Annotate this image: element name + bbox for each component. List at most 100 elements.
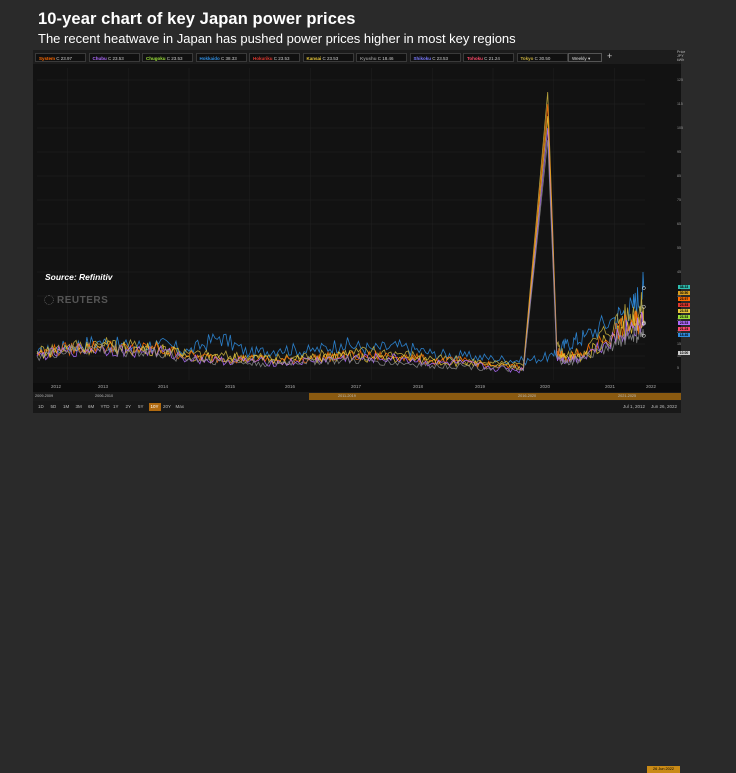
year-label: 2018 xyxy=(413,384,424,389)
last-value-label: 23.53 xyxy=(678,303,690,308)
range-button[interactable]: 20Y xyxy=(163,404,172,409)
year-label: 2020 xyxy=(540,384,551,389)
range-button[interactable]: 1Y xyxy=(113,404,119,409)
source-note: Source: Refinitiv xyxy=(45,272,113,282)
chart-subtitle: The recent heatwave in Japan has pushed … xyxy=(38,31,516,46)
last-value-label: 23.53 xyxy=(678,315,690,320)
end-date[interactable]: Jun 26, 2022 xyxy=(651,404,678,409)
legend-item-name: Kansai xyxy=(306,56,322,61)
y-tick-label: 55 xyxy=(677,246,681,250)
start-date[interactable]: Jul 1, 2012 xyxy=(623,404,646,409)
y-tick-label: 10 xyxy=(677,354,681,358)
year-label: 2014 xyxy=(158,384,169,389)
legend-item-name: Tokyo xyxy=(520,56,534,61)
legend-item-value: C 23.53 xyxy=(321,56,339,61)
y-tick-label: 20 xyxy=(677,330,681,334)
year-label: 2022 xyxy=(646,384,657,389)
legend-item-name: Shikoku xyxy=(413,56,432,61)
y-axis-header-line: kWh xyxy=(677,58,685,63)
year-label: 2021 xyxy=(605,384,616,389)
legend-item[interactable]: Tohoku C 21.24 xyxy=(463,53,514,62)
legend-item-value: C 23.97 xyxy=(55,56,73,61)
legend-item[interactable]: Kansai C 23.53 xyxy=(302,53,354,62)
navigator-label: 2011-2019 xyxy=(338,393,356,398)
y-axis-header: Price JPY kWh xyxy=(677,50,693,63)
legend-item-value: C 23.53 xyxy=(431,56,449,61)
range-button[interactable]: 10Y xyxy=(148,403,161,411)
legend-item[interactable]: Tokyo C 30.50 xyxy=(516,53,568,62)
legend-item[interactable]: Hokuriku C 23.53 xyxy=(249,53,300,62)
range-button[interactable]: 1D xyxy=(38,404,44,409)
legend-item-name: Hokuriku xyxy=(253,56,273,61)
year-label: 2016 xyxy=(285,384,296,389)
y-tick-label: 45 xyxy=(677,270,681,274)
y-tick-label: 85 xyxy=(677,174,681,178)
chart-panel: System C 23.97 Chubu C 23.53 Chugoku C 23.… xyxy=(33,50,690,413)
legend-item-name: Kyushu xyxy=(360,56,377,61)
range-button[interactable]: 5Y xyxy=(138,404,144,409)
range-button[interactable]: 6M xyxy=(88,404,95,409)
range-toolbar: Jul 1, 2012 Jun 26, 2022 1D 5D 1M 3M 6M YTD 1Y… xyxy=(33,401,681,413)
last-value-label: 21.24 xyxy=(678,327,690,332)
frequency-dropdown[interactable]: Weekly ▾ xyxy=(568,53,602,62)
y-axis-header-line: JPY xyxy=(677,54,684,59)
year-label: 2017 xyxy=(351,384,362,389)
series-end-marker xyxy=(641,333,646,338)
legend-item[interactable]: Kyushu C 18.46 xyxy=(356,53,407,62)
year-label: 2013 xyxy=(98,384,109,389)
navigator-label: 2016-2020 xyxy=(518,393,537,398)
add-series-icon[interactable]: + xyxy=(607,51,613,61)
navigator-label: 2021-2025 xyxy=(618,393,637,398)
series-line-kyushu[interactable] xyxy=(36,139,645,373)
year-label: 2012 xyxy=(51,384,62,389)
navigator-selection[interactable] xyxy=(309,393,681,400)
range-button[interactable]: 1M xyxy=(63,404,70,409)
chevron-down-icon: ▾ xyxy=(587,56,591,61)
series-end-marker xyxy=(641,321,646,326)
timeline-navigator[interactable]: 2009-2009 2006-2010 2011-2019 2016-2020 2021… xyxy=(33,392,681,401)
legend-item[interactable]: Hokkaido C 38.33 xyxy=(195,53,247,62)
reuters-logo-text: REUTERS xyxy=(57,295,109,306)
last-value-label: 23.53 xyxy=(678,309,690,314)
y-tick-label: 125 xyxy=(677,78,683,82)
y-tick-label: 65 xyxy=(677,222,681,226)
legend-item-name: Chugoku xyxy=(146,56,166,61)
legend-item-value: C 30.50 xyxy=(533,56,551,61)
range-button[interactable]: 3M xyxy=(75,404,82,409)
range-button[interactable]: 2Y xyxy=(125,404,132,409)
range-button[interactable]: Max xyxy=(175,404,185,409)
legend-item[interactable]: Chugoku C 23.53 xyxy=(142,53,193,62)
y-tick-label: 115 xyxy=(677,102,683,106)
y-tick-label: 35 xyxy=(677,294,681,298)
legend-item-value: C 21.24 xyxy=(482,56,500,61)
last-value-label: 30.50 xyxy=(678,291,690,296)
reuters-logo-icon xyxy=(44,295,54,305)
legend-item-value: C 23.53 xyxy=(165,56,183,61)
legend-item[interactable]: Shikoku C 23.53 xyxy=(409,53,461,62)
legend-item[interactable]: Chubu C 23.53 xyxy=(88,53,140,62)
year-label: 2019 xyxy=(475,384,486,389)
navigator-label: 2009-2009 xyxy=(35,393,54,398)
legend-item-name: Hokkaido xyxy=(199,56,220,61)
range-button[interactable]: YTD xyxy=(100,404,110,409)
series-end-marker xyxy=(641,286,646,290)
legend-item[interactable]: System C 23.97 xyxy=(35,53,86,62)
y-tick-label: 5 xyxy=(677,366,679,370)
frequency-label: Weekly xyxy=(572,56,587,61)
y-tick-label: 75 xyxy=(677,198,681,202)
date-badge: 26 Jun 2022 xyxy=(647,766,680,773)
last-value-label: 10.00 xyxy=(678,351,690,356)
legend-item-value: C 23.53 xyxy=(272,56,290,61)
legend-item-name: System xyxy=(39,56,56,61)
last-value-label: 18.46 xyxy=(678,333,690,338)
y-axis-header-line: Price xyxy=(677,50,686,54)
year-axis: 26 Jun 2022 2012 2013 2014 2015 2016 2017 2018… xyxy=(33,383,681,773)
last-value-label: 23.53 xyxy=(678,321,690,326)
series-end-marker xyxy=(641,304,646,309)
range-button[interactable]: 5D xyxy=(50,404,57,409)
navigator-label: 2006-2010 xyxy=(95,393,114,398)
series-line-system[interactable] xyxy=(36,103,645,371)
line-chart[interactable] xyxy=(33,50,681,383)
chart-title: 10-year chart of key Japan power prices xyxy=(38,10,356,28)
y-tick-label: 15 xyxy=(677,342,681,346)
